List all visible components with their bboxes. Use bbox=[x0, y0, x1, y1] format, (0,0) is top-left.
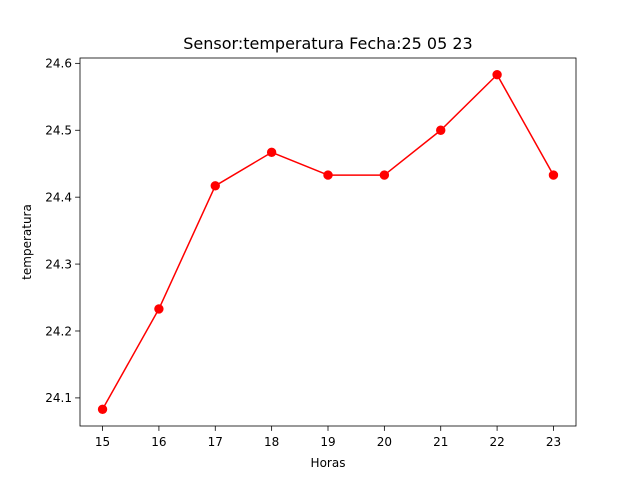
data-point bbox=[492, 70, 502, 80]
x-tick-label: 22 bbox=[489, 435, 504, 449]
x-tick-label: 20 bbox=[377, 435, 392, 449]
y-axis-label: temperatura bbox=[20, 204, 34, 280]
x-tick-label: 17 bbox=[208, 435, 223, 449]
y-tick-label: 24.6 bbox=[45, 57, 72, 71]
y-tick-label: 24.3 bbox=[45, 257, 72, 271]
data-point bbox=[210, 181, 220, 191]
x-tick-label: 23 bbox=[546, 435, 561, 449]
data-point bbox=[323, 170, 333, 180]
data-point bbox=[436, 125, 446, 135]
y-tick-label: 24.5 bbox=[45, 124, 72, 138]
data-point bbox=[154, 304, 164, 314]
x-tick-label: 15 bbox=[95, 435, 110, 449]
data-point bbox=[548, 170, 559, 180]
x-tick-label: 16 bbox=[151, 435, 166, 449]
x-axis-label: Horas bbox=[311, 456, 346, 470]
plot-frame bbox=[79, 57, 577, 427]
x-tick-label: 19 bbox=[320, 435, 335, 449]
plot-area bbox=[97, 70, 559, 414]
data-point bbox=[266, 147, 277, 158]
chart-title: Sensor:temperatura Fecha:25 05 23 bbox=[183, 34, 472, 53]
data-point bbox=[97, 404, 108, 414]
series-line bbox=[101, 73, 555, 410]
y-tick-label: 24.4 bbox=[45, 190, 72, 204]
axes: 15 16 17 18 19 20 21 22 23 24.1 24.2 24.3 24.4 24.5 24… bbox=[45, 57, 577, 449]
y-tick-label: 24.2 bbox=[45, 324, 72, 338]
x-tick-label: 18 bbox=[264, 435, 279, 449]
x-tick-label: 21 bbox=[433, 435, 448, 449]
y-tick-label: 24.1 bbox=[45, 391, 72, 405]
data-point bbox=[379, 170, 390, 180]
